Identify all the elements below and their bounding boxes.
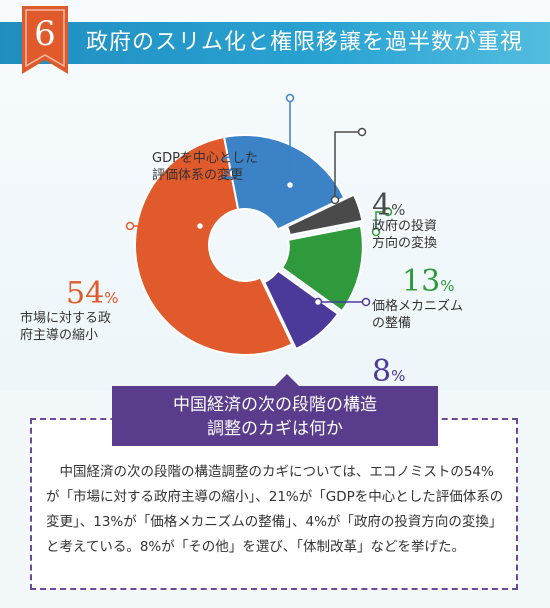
leader-dot [361,297,371,307]
summary-text: 中国経済の次の段階の構造調整のカギについては、エコノミストの54%が「市場に対す… [46,464,504,555]
percent-sign: % [258,165,273,183]
leader-line [334,131,362,200]
slice-label-line: 市場に対する政 [20,311,112,326]
slice-value: 54 [66,276,105,311]
leader-dot [313,297,323,307]
slice-value: 13 [402,264,441,299]
header-title: 政府のスリム化と権限移譲を過半数が重視 [86,30,524,55]
section-banner: 中国経済の次の段階の構造 調整のカギは何か [112,386,438,446]
header-bar: 政府のスリム化と権限移譲を過半数が重視 [0,22,550,64]
pie-slice [280,224,364,313]
slice-percent-label: 54% [66,278,118,310]
banner-line-1: 中国経済の次の段階の構造 [173,395,377,415]
slice-percent-label: 13% [402,266,454,298]
slice-category-label: 価格メカニズム の整備 [372,298,463,332]
percent-sign: % [440,277,455,295]
ribbon-icon [22,6,68,74]
slice-label-line: 政府の投資 [372,219,438,234]
pie-slice [222,134,346,231]
pie-slice [262,269,340,351]
slice-percent-label: 4% [372,190,405,222]
leader-dot [285,93,295,103]
leader-dot [195,221,205,231]
donut-chart [125,93,393,356]
summary-box: 中国経済の次の段階の構造調整のカギについては、エコノミストの54%が「市場に対す… [30,418,518,590]
slice-category-label: 市場に対する政 府主導の縮小 [20,310,111,344]
slice-label-line: の整備 [372,316,412,331]
leader-dot [125,221,135,231]
slice-category-label: GDPを中心とした 評価体系の変更 [152,150,258,184]
slice-label-line: 方向の変換 [372,236,438,251]
percent-sign: % [391,367,406,385]
slice-category-label: 政府の投資方向の変換 [372,218,437,252]
slice-label-line: 府主導の縮小 [20,328,99,343]
percent-sign: % [391,201,406,219]
banner-arrow [275,374,299,386]
slice-label-line: 価格メカニズム [372,299,464,314]
slice-percent-label: 8% [372,356,405,388]
badge-number: 6 [34,14,56,54]
leader-dot [383,207,393,217]
banner-line-2: 調整のカギは何か [207,419,343,439]
leader-dot [357,127,367,137]
slice-percent-label: 21% [220,154,272,186]
slice-value: 21 [220,152,259,187]
slice-label-line: GDPを中心とした [152,151,258,166]
slice-label-line: 評価体系の変更 [152,168,244,183]
leader-dot [371,227,381,237]
slice-value: 8 [372,354,392,389]
leader-dot [285,180,295,190]
pie-slice [285,193,364,237]
number-badge: 6 [22,6,68,74]
percent-sign: % [104,289,119,307]
leader-dot [330,195,340,205]
slice-value: 4 [372,188,392,223]
pie-slice [134,135,294,356]
